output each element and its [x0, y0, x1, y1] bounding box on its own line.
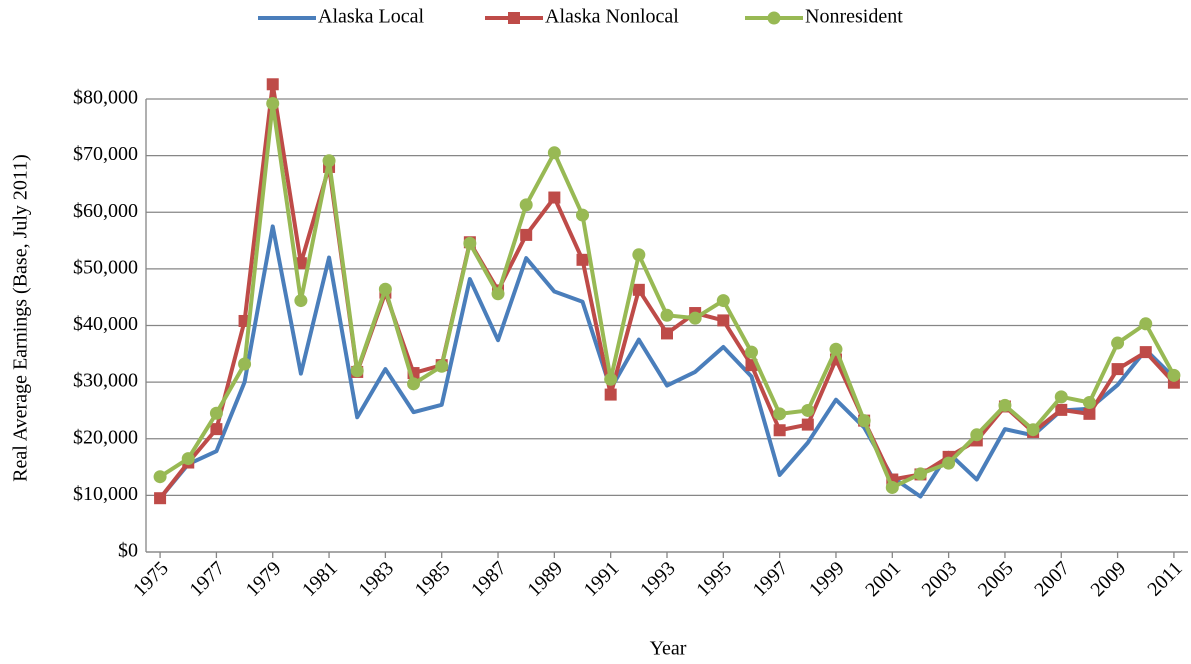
series: [154, 78, 1180, 505]
x-tick-label: 1977: [185, 557, 229, 601]
x-tick-label: 1993: [636, 557, 680, 601]
series-line: [158, 224, 1176, 500]
y-axis-label: Real Average Earnings (Base, July 2011): [10, 154, 32, 482]
x-axis-label: Year: [650, 638, 687, 660]
point: [378, 282, 392, 296]
x-tick-label: 2005: [974, 557, 1018, 601]
point: [1026, 423, 1040, 437]
point: [548, 191, 561, 204]
point: [1083, 407, 1096, 420]
x-tick-label: 1975: [129, 557, 173, 601]
point: [153, 470, 167, 484]
y-tick-label: $20,000: [73, 426, 138, 448]
point: [520, 228, 533, 241]
point: [1167, 368, 1181, 382]
y-tick-label: $40,000: [73, 313, 138, 335]
x-tick-label: 1991: [580, 557, 624, 601]
point: [744, 345, 758, 359]
y-tick-label: $30,000: [73, 370, 138, 392]
point: [688, 311, 702, 325]
point: [407, 377, 421, 391]
point: [1054, 390, 1068, 404]
point: [266, 78, 279, 91]
x-tick-label: 2001: [861, 557, 905, 601]
legend-label: Alaska Nonlocal: [545, 6, 679, 28]
x-tick-label: 1983: [354, 557, 398, 601]
point: [181, 452, 195, 466]
y-tick-label: $0: [118, 540, 138, 562]
x-tick-label: 1981: [298, 557, 342, 601]
point: [491, 287, 505, 301]
x-tick-label: 1995: [692, 557, 736, 601]
point: [576, 208, 590, 222]
x-tick-label: 2011: [1143, 557, 1186, 600]
point: [801, 418, 814, 431]
point: [801, 403, 815, 417]
point: [463, 236, 477, 250]
x-tick-label: 1999: [805, 557, 849, 601]
point: [773, 407, 787, 421]
series-line: [158, 82, 1176, 500]
legend-label: Nonresident: [805, 6, 903, 28]
point: [998, 398, 1012, 412]
y-tick-label: $80,000: [73, 87, 138, 109]
point: [435, 359, 449, 373]
point: [885, 480, 899, 494]
point: [350, 364, 364, 378]
x-tick-label: 1989: [523, 557, 567, 601]
y-tick-label: $50,000: [73, 256, 138, 278]
legend-label: Alaska Local: [318, 6, 425, 28]
x-tick-label: 1985: [411, 557, 455, 601]
y-tick-label: $60,000: [73, 200, 138, 222]
point: [632, 283, 645, 296]
point: [604, 372, 618, 386]
point: [942, 456, 956, 470]
point: [913, 467, 927, 481]
y-tick-label: $70,000: [73, 143, 138, 165]
legend-marker: [767, 11, 781, 25]
point: [661, 327, 673, 340]
point: [1139, 346, 1152, 359]
x-tick-label: 2007: [1030, 557, 1074, 601]
point: [576, 253, 589, 266]
series: [153, 97, 1181, 494]
point: [1111, 363, 1124, 376]
point: [294, 294, 308, 308]
point: [970, 428, 984, 442]
point: [857, 414, 871, 428]
point: [322, 154, 336, 168]
x-tick-label: 1987: [467, 557, 511, 601]
point: [1055, 403, 1068, 416]
point: [519, 198, 533, 212]
point: [717, 314, 730, 327]
x-tick-label: 1997: [749, 557, 793, 601]
x-tick-label: 2003: [918, 557, 962, 601]
point: [238, 357, 252, 371]
point: [209, 406, 223, 420]
point: [773, 424, 786, 437]
point: [547, 146, 561, 160]
point: [632, 248, 646, 262]
point: [829, 342, 843, 356]
point: [154, 492, 167, 505]
x-tick-label: 2009: [1087, 557, 1131, 601]
point: [1082, 396, 1096, 410]
legend-marker: [508, 12, 520, 24]
series: [158, 224, 1176, 500]
point: [210, 423, 223, 436]
point: [660, 308, 674, 322]
point: [1139, 317, 1153, 331]
point: [716, 294, 730, 308]
x-tick-label: 1979: [242, 557, 286, 601]
y-tick-label: $10,000: [73, 483, 138, 505]
series-line: [158, 101, 1176, 490]
point: [604, 388, 617, 401]
point: [266, 97, 280, 111]
point: [1111, 336, 1125, 350]
